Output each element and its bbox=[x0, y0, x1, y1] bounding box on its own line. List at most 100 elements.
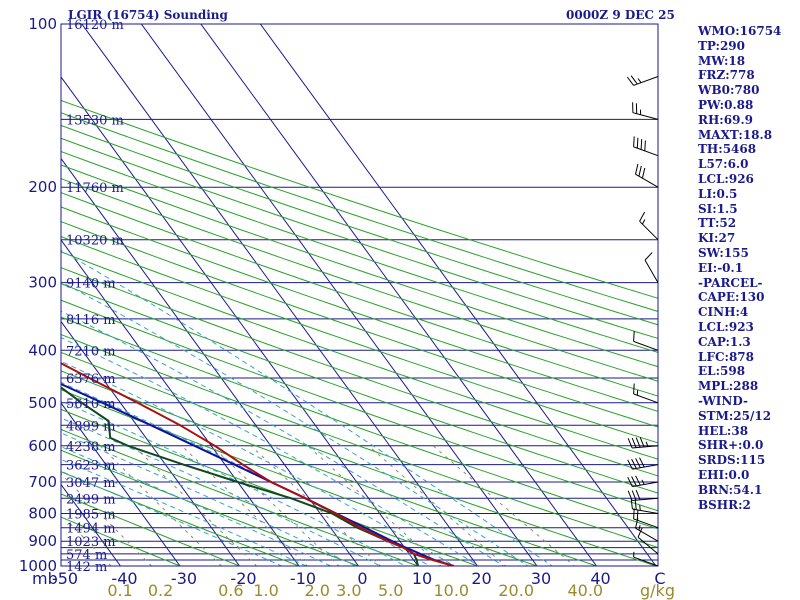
index-item: RH:69.9 bbox=[698, 112, 753, 127]
wind-barb bbox=[635, 163, 659, 188]
pressure-tick-label: 500 bbox=[28, 394, 57, 412]
isotherm-line bbox=[61, 157, 360, 566]
isotherm-line bbox=[81, 24, 479, 566]
isotherm-line bbox=[259, 24, 657, 566]
index-item: EHI:0.0 bbox=[698, 467, 750, 482]
index-item: TP:290 bbox=[698, 38, 746, 53]
mixing-ratio-label: 0.2 bbox=[148, 581, 173, 600]
height-label: 11760 m bbox=[66, 181, 124, 196]
temperature-unit-label: C bbox=[654, 569, 665, 588]
index-item: BSHR:2 bbox=[698, 497, 751, 512]
mixing-ratio-label: 40.0 bbox=[567, 581, 603, 600]
index-item: -PARCEL- bbox=[698, 275, 763, 290]
valid-time: 0000Z 9 DEC 25 bbox=[566, 8, 675, 22]
dry-adiabat bbox=[61, 124, 658, 326]
index-item: PW:0.88 bbox=[698, 97, 754, 112]
moist-adiabat bbox=[61, 249, 554, 566]
stability-indices: WMO:16754 TP:290 MW:18 FRZ:778 WB0:780 PW:0.8… bbox=[698, 24, 798, 512]
moist-adiabat bbox=[61, 310, 505, 566]
moist-adiabat bbox=[61, 446, 332, 566]
temperature-tick-label: -20 bbox=[230, 569, 256, 588]
mixing-ratio-line bbox=[61, 513, 112, 566]
height-label: 1985 m bbox=[66, 508, 116, 523]
index-item: STM:25/12 bbox=[698, 408, 772, 423]
height-label: 5610 m bbox=[66, 397, 116, 412]
height-label: 1494 m bbox=[66, 522, 116, 537]
temperature-tick-label: -30 bbox=[171, 569, 197, 588]
height-label: 1023 m bbox=[66, 535, 116, 550]
wind-barb bbox=[633, 383, 659, 404]
height-label: 13530 m bbox=[66, 113, 124, 128]
dry-adiabat bbox=[61, 516, 182, 566]
wind-barb bbox=[644, 252, 659, 283]
dry-adiabat bbox=[61, 267, 658, 477]
mixing-ratio-line bbox=[368, 445, 507, 566]
dry-adiabat bbox=[61, 370, 599, 566]
mixing-ratio-line bbox=[133, 445, 258, 566]
height-label: 10320 m bbox=[66, 234, 124, 249]
pressure-tick-label: 800 bbox=[28, 505, 57, 523]
temperature-tick-label: -50 bbox=[52, 569, 78, 588]
height-label: 142 m bbox=[66, 560, 107, 575]
dry-adiabat bbox=[61, 449, 360, 566]
index-item: LCL:923 bbox=[698, 319, 754, 334]
isotherm-line bbox=[0, 12, 10, 578]
pressure-tick-label: 300 bbox=[28, 274, 57, 292]
index-item: CINH:4 bbox=[698, 305, 749, 320]
index-item: CAPE:130 bbox=[698, 290, 765, 305]
pressure-tick-label: 700 bbox=[28, 473, 57, 491]
dry-adiabat bbox=[61, 316, 658, 530]
index-item: BRN:54.1 bbox=[698, 482, 763, 497]
index-item: FRZ:778 bbox=[698, 68, 755, 83]
wind-barb bbox=[627, 457, 659, 470]
wind-barb bbox=[630, 498, 659, 514]
moist-adiabat bbox=[61, 417, 382, 566]
temperature-tick-label: -10 bbox=[290, 569, 316, 588]
height-label: 8116 m bbox=[66, 313, 116, 328]
temperature-tick-label: 30 bbox=[531, 569, 551, 588]
temperature-tick-label: 0 bbox=[357, 569, 367, 588]
index-item: TH:5468 bbox=[698, 142, 757, 157]
mixing-ratio-line bbox=[181, 445, 309, 566]
wind-barb bbox=[627, 490, 659, 501]
isotherm-line bbox=[61, 320, 241, 566]
height-label: 6376 m bbox=[66, 372, 116, 387]
temperature-axis-label: mb bbox=[32, 569, 58, 588]
dry-adiabat bbox=[61, 428, 420, 566]
height-label: 16120 m bbox=[66, 18, 124, 33]
sounding-profiles bbox=[61, 362, 454, 566]
index-item: EL:598 bbox=[698, 364, 746, 379]
temperature-tick-label: -40 bbox=[111, 569, 137, 588]
mixing-ratio-line bbox=[61, 473, 153, 566]
mixing-ratio-line bbox=[250, 445, 382, 566]
pressure-tick-label: 600 bbox=[28, 437, 57, 455]
index-item: TT:52 bbox=[698, 216, 737, 231]
temperature-tick-label: 10 bbox=[412, 569, 432, 588]
dry-adiabat bbox=[61, 493, 241, 566]
index-item: SW:155 bbox=[698, 245, 749, 260]
pressure-tick-label: 200 bbox=[28, 178, 57, 196]
index-item: EI:-0.1 bbox=[698, 260, 744, 275]
index-item: SHR+:0.0 bbox=[698, 438, 764, 453]
height-label: 4238 m bbox=[66, 440, 116, 455]
wind-barb bbox=[639, 211, 659, 241]
mixing-ratio-label: 0.6 bbox=[218, 581, 243, 600]
moist-adiabat bbox=[61, 400, 407, 566]
mixing-ratio-line bbox=[432, 445, 576, 566]
wind-barb bbox=[633, 330, 659, 351]
index-item: SRDS:115 bbox=[698, 453, 766, 468]
index-item: CAP:1.3 bbox=[698, 334, 751, 349]
moist-adiabat bbox=[61, 381, 431, 566]
wind-barb bbox=[626, 75, 659, 86]
moist-adiabat bbox=[61, 337, 480, 566]
wind-barb bbox=[637, 527, 659, 555]
dry-adiabat bbox=[61, 283, 658, 494]
index-item: LI:0.5 bbox=[698, 186, 738, 201]
background-grid bbox=[0, 12, 658, 578]
index-item: LCL:926 bbox=[698, 171, 754, 186]
dry-adiabat bbox=[61, 192, 658, 397]
moist-adiabat bbox=[61, 458, 308, 566]
height-label: 4899 m bbox=[66, 419, 116, 434]
height-label: 2499 m bbox=[66, 492, 116, 507]
